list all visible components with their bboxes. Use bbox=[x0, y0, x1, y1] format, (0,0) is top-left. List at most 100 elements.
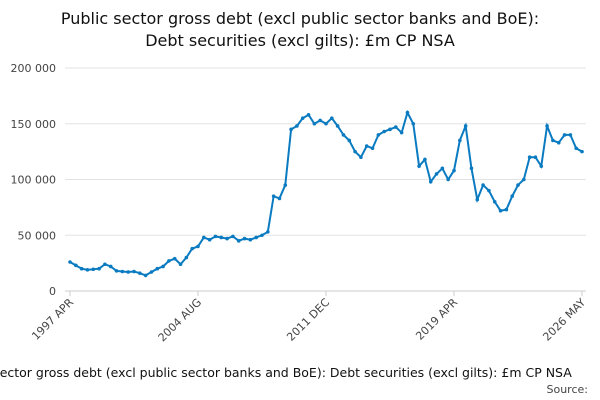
data-point bbox=[376, 133, 381, 137]
data-point bbox=[190, 246, 194, 251]
data-point bbox=[446, 177, 450, 182]
data-point bbox=[266, 230, 270, 234]
data-point bbox=[423, 157, 427, 162]
data-point bbox=[74, 263, 78, 268]
data-point bbox=[527, 155, 532, 159]
data-point bbox=[283, 183, 288, 187]
data-point bbox=[207, 237, 212, 242]
data-point bbox=[242, 236, 247, 241]
data-point bbox=[388, 127, 392, 132]
data-point bbox=[143, 273, 148, 278]
data-point bbox=[103, 262, 107, 267]
data-point bbox=[300, 116, 305, 120]
data-point bbox=[545, 124, 549, 128]
data-point bbox=[539, 164, 544, 168]
data-point bbox=[260, 233, 264, 238]
x-tick-label: 1997 APR bbox=[29, 296, 76, 343]
data-point bbox=[568, 133, 573, 137]
data-point bbox=[108, 264, 113, 269]
data-point bbox=[556, 140, 561, 145]
data-point bbox=[312, 121, 317, 126]
data-point bbox=[271, 194, 276, 199]
y-tick-label: 150 000 bbox=[11, 118, 57, 131]
data-point bbox=[335, 124, 340, 128]
data-point bbox=[79, 266, 84, 271]
data-point bbox=[417, 164, 421, 168]
data-point bbox=[277, 196, 282, 201]
data-point bbox=[475, 197, 480, 202]
data-point bbox=[167, 259, 171, 263]
data-point bbox=[551, 138, 555, 143]
x-tick-label: 2026 MAY bbox=[540, 296, 588, 344]
data-point bbox=[411, 121, 416, 126]
data-point bbox=[155, 266, 160, 271]
data-point bbox=[574, 146, 578, 151]
data-point bbox=[469, 166, 474, 171]
data-point bbox=[434, 172, 439, 176]
data-point bbox=[364, 144, 369, 148]
data-point bbox=[236, 239, 241, 243]
data-point bbox=[580, 149, 584, 154]
data-point bbox=[353, 149, 357, 154]
data-point bbox=[394, 125, 398, 129]
data-point bbox=[492, 200, 497, 204]
x-tick-label: 2004 AUG bbox=[156, 296, 205, 345]
data-point bbox=[120, 269, 125, 274]
y-tick-label: 200 000 bbox=[11, 62, 57, 75]
data-point bbox=[562, 133, 567, 137]
x-tick-label: 2019 APR bbox=[413, 296, 460, 343]
chart-title: Debt securities (excl gilts): £m CP NSA bbox=[145, 31, 455, 50]
data-point bbox=[219, 235, 224, 240]
data-point bbox=[533, 155, 538, 159]
data-point bbox=[306, 113, 311, 117]
data-point bbox=[405, 110, 410, 115]
data-point bbox=[440, 166, 445, 171]
data-point bbox=[458, 138, 462, 143]
data-point bbox=[428, 179, 433, 184]
x-tick-label: 2011 DEC bbox=[284, 296, 332, 344]
data-point bbox=[172, 256, 177, 261]
data-point bbox=[254, 235, 258, 240]
data-point bbox=[347, 138, 352, 143]
data-point bbox=[213, 234, 218, 239]
data-point bbox=[178, 262, 183, 267]
data-point bbox=[370, 146, 375, 151]
data-point bbox=[184, 255, 189, 260]
data-point bbox=[225, 236, 229, 241]
data-point bbox=[399, 130, 404, 135]
data-point bbox=[359, 155, 363, 159]
data-point bbox=[85, 268, 90, 272]
data-point bbox=[114, 269, 119, 273]
data-point bbox=[318, 118, 322, 123]
data-point bbox=[487, 188, 491, 193]
source: Source: bbox=[547, 383, 589, 396]
data-point bbox=[289, 127, 293, 132]
data-point bbox=[231, 234, 235, 239]
data-point bbox=[452, 168, 456, 173]
data-point bbox=[504, 207, 509, 212]
data-point bbox=[161, 264, 165, 269]
data-point bbox=[248, 237, 253, 242]
data-point bbox=[330, 116, 334, 120]
data-point bbox=[510, 194, 514, 199]
data-point bbox=[463, 124, 468, 128]
caption: Public sector gross debt (excl public se… bbox=[0, 365, 572, 380]
data-point bbox=[196, 244, 200, 249]
data-point bbox=[68, 260, 72, 264]
data-point bbox=[341, 133, 346, 137]
data-point bbox=[97, 266, 101, 271]
data-point bbox=[481, 183, 485, 187]
data-point bbox=[382, 129, 386, 134]
data-point bbox=[522, 177, 526, 182]
data-point bbox=[324, 121, 328, 126]
chart-title: Public sector gross debt (excl public se… bbox=[61, 9, 539, 28]
y-tick-label: 0 bbox=[49, 285, 56, 298]
series-line bbox=[69, 109, 583, 277]
data-point bbox=[138, 271, 142, 275]
data-point bbox=[91, 267, 96, 272]
data-point bbox=[498, 208, 503, 213]
data-point bbox=[295, 124, 299, 128]
data-point bbox=[126, 270, 130, 274]
data-point bbox=[149, 270, 154, 274]
